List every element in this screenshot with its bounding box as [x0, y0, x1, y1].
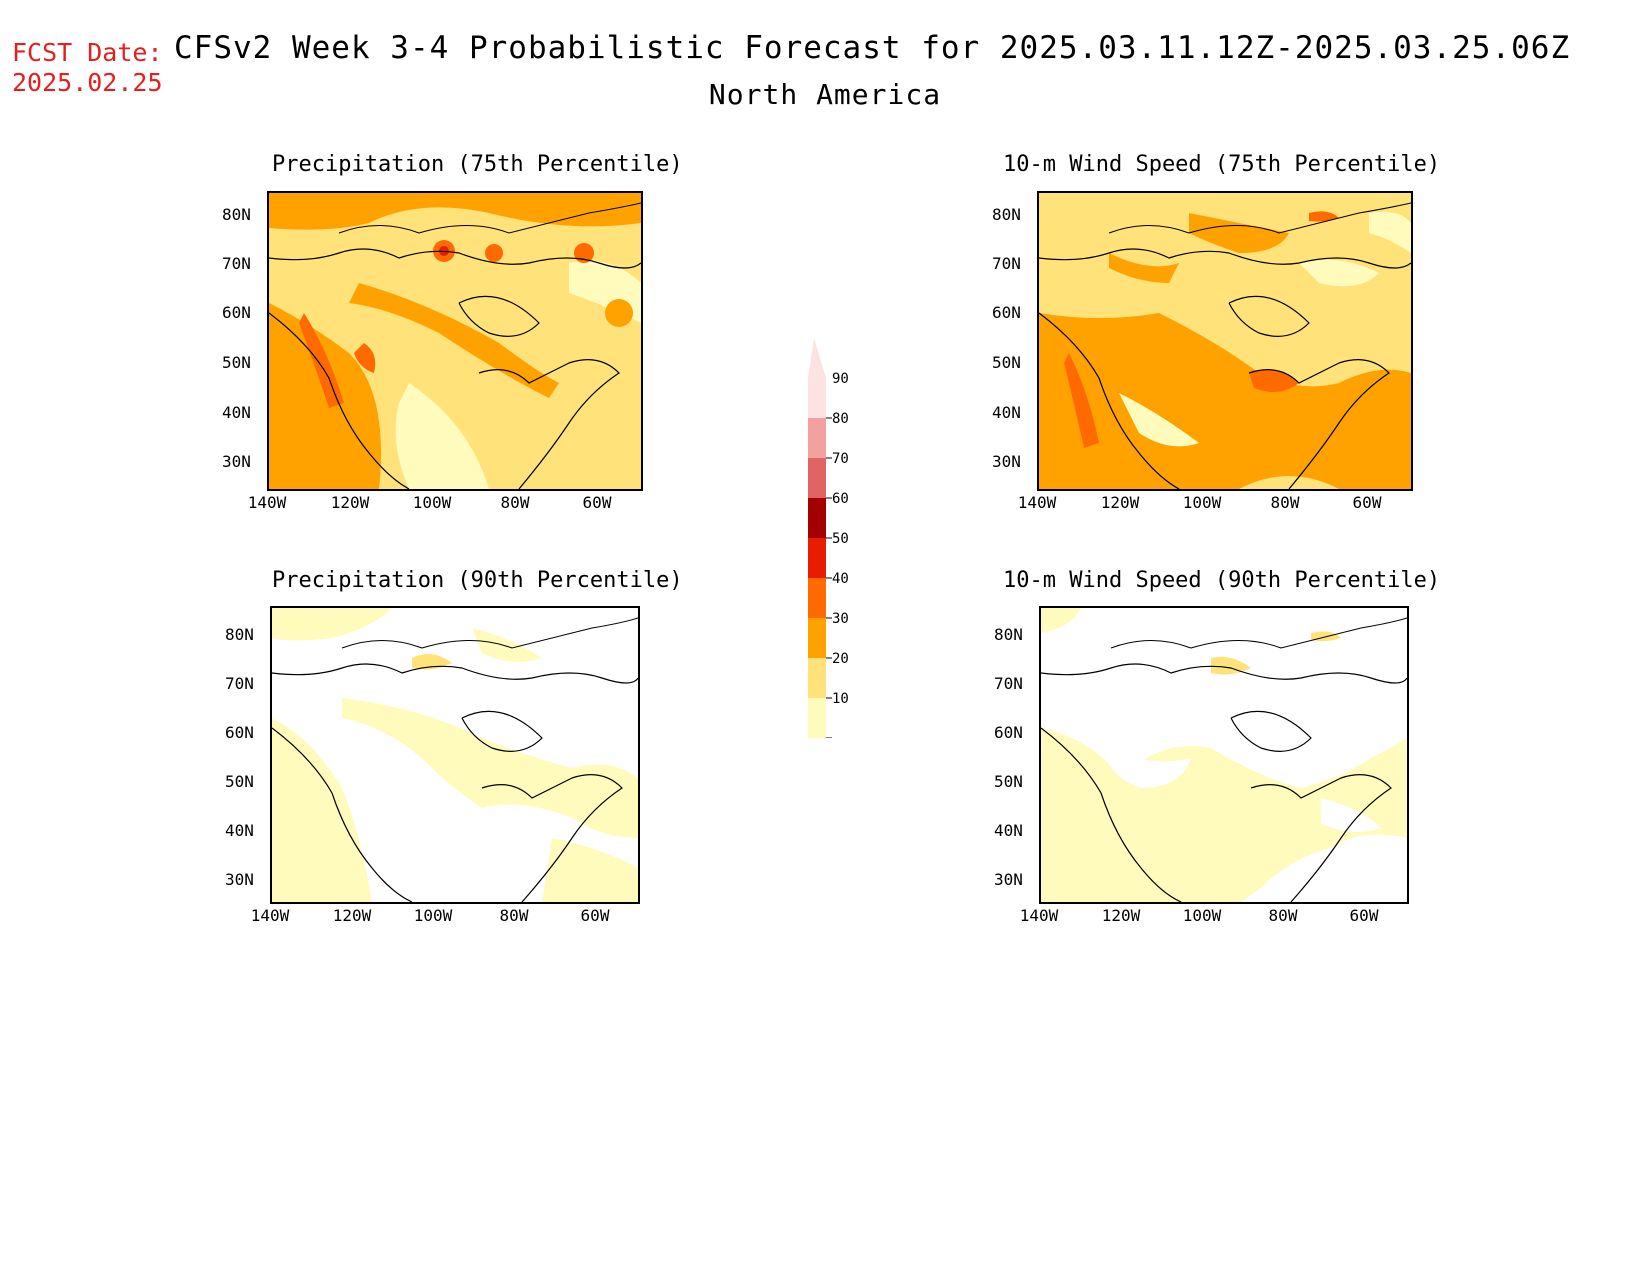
- lat-label: 80N: [225, 625, 254, 644]
- region-subtitle: North America: [708, 78, 942, 111]
- lat-label: 60N: [225, 723, 254, 742]
- lon-label: 100W: [1182, 493, 1222, 512]
- colorbar-swatch: [808, 378, 826, 418]
- lat-label: 60N: [994, 723, 1023, 742]
- lon-label: 80W: [1268, 906, 1298, 925]
- lat-label: 70N: [225, 674, 254, 693]
- colorbar-swatch: [808, 538, 826, 578]
- lat-label: 70N: [994, 674, 1023, 693]
- lat-label: 80N: [994, 625, 1023, 644]
- lat-label: 40N: [222, 403, 251, 422]
- main-title: CFSv2 Week 3-4 Probabilistic Forecast fo…: [174, 30, 1571, 66]
- lon-label: 120W: [330, 493, 370, 512]
- lon-label: 140W: [250, 906, 290, 925]
- lon-label: 100W: [412, 493, 452, 512]
- lat-label: 50N: [992, 353, 1021, 372]
- forecast-date-value: 2025.02.25: [12, 68, 163, 97]
- lat-label: 30N: [225, 870, 254, 889]
- lon-label: 60W: [1352, 493, 1382, 512]
- colorbar-swatch: [808, 458, 826, 498]
- colorbar-label: 10: [832, 691, 849, 707]
- colorbar-swatch: [808, 658, 826, 698]
- lon-label: 100W: [413, 906, 453, 925]
- lat-label: 50N: [225, 772, 254, 791]
- lat-label: 80N: [992, 205, 1021, 224]
- map-field: [1039, 193, 1411, 489]
- map-precip-90: [270, 606, 640, 904]
- lat-label: 50N: [994, 772, 1023, 791]
- panel-title: 10-m Wind Speed (90th Percentile): [1003, 568, 1441, 593]
- colorbar-label: 20: [832, 651, 849, 667]
- lat-label: 40N: [992, 403, 1021, 422]
- lat-label: 50N: [222, 353, 251, 372]
- colorbar-label: 80: [832, 411, 849, 427]
- lat-label: 60N: [992, 303, 1021, 322]
- panel-title: Precipitation (90th Percentile): [272, 568, 683, 593]
- lat-label: 80N: [222, 205, 251, 224]
- map-field: [269, 193, 641, 489]
- colorbar-label: 40: [832, 571, 849, 587]
- colorbar-swatches: [808, 338, 832, 739]
- forecast-date-label: FCST Date:: [12, 38, 163, 67]
- lon-label: 120W: [1100, 493, 1140, 512]
- lon-label: 80W: [1270, 493, 1300, 512]
- lon-label: 120W: [332, 906, 372, 925]
- lat-label: 30N: [222, 452, 251, 471]
- map-wind-75: [1037, 191, 1413, 491]
- lon-label: 140W: [247, 493, 287, 512]
- colorbar-swatch: [808, 698, 826, 738]
- colorbar-swatch: [808, 418, 826, 458]
- lon-label: 60W: [582, 493, 612, 512]
- colorbar: 90 80 70 60 50 40 30 20 10: [808, 338, 849, 742]
- lon-label: 60W: [580, 906, 610, 925]
- lat-label: 40N: [994, 821, 1023, 840]
- colorbar-label: 70: [832, 451, 849, 467]
- panel-title: Precipitation (75th Percentile): [272, 152, 683, 177]
- lat-label: 30N: [992, 452, 1021, 471]
- map-wind-90: [1039, 606, 1409, 904]
- lat-label: 40N: [225, 821, 254, 840]
- lat-label: 70N: [222, 254, 251, 273]
- lon-label: 80W: [499, 906, 529, 925]
- panel-title: 10-m Wind Speed (75th Percentile): [1003, 152, 1441, 177]
- colorbar-label: 60: [832, 491, 849, 507]
- map-field: [1041, 608, 1407, 902]
- lon-label: 100W: [1182, 906, 1222, 925]
- lon-label: 140W: [1019, 906, 1059, 925]
- map-precip-75: [267, 191, 643, 491]
- lon-label: 80W: [500, 493, 530, 512]
- colorbar-swatch: [808, 578, 826, 618]
- colorbar-label: 30: [832, 611, 849, 627]
- colorbar-label: 90: [832, 371, 849, 387]
- map-field: [272, 608, 638, 902]
- lat-label: 30N: [994, 870, 1023, 889]
- lat-label: 60N: [222, 303, 251, 322]
- colorbar-swatch: [808, 618, 826, 658]
- colorbar-label: 50: [832, 531, 849, 547]
- lon-label: 60W: [1349, 906, 1379, 925]
- colorbar-swatch: [808, 498, 826, 538]
- lon-label: 120W: [1101, 906, 1141, 925]
- colorbar-top-triangle: [808, 338, 826, 378]
- forecast-date-block: FCST Date: 2025.02.25: [12, 38, 163, 98]
- lon-label: 140W: [1017, 493, 1057, 512]
- lat-label: 70N: [992, 254, 1021, 273]
